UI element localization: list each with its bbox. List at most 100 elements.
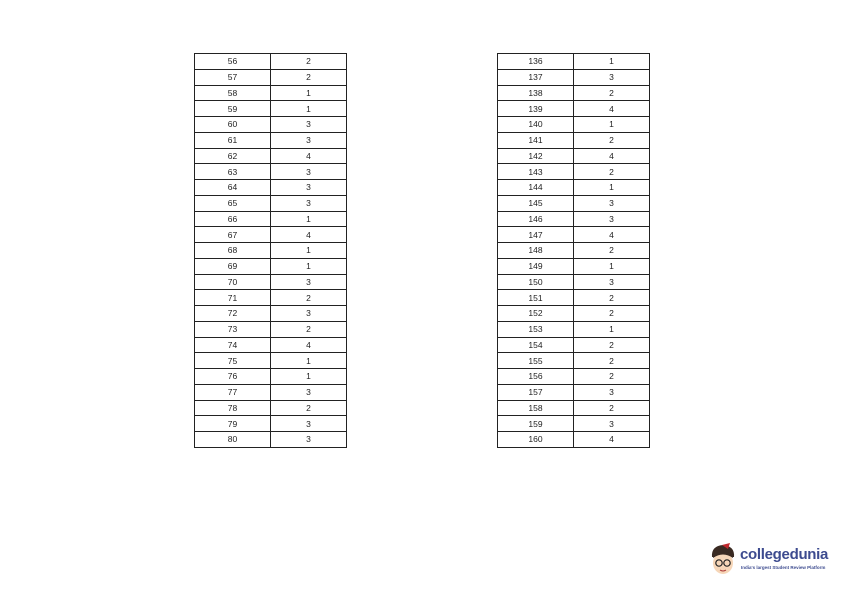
question-number-cell: 64: [194, 179, 271, 196]
answer-key-table-left: 56 2 57 2 58 1 59 1 60 3 61 3 62 4 63 3 64 3 65 3 66 1 67 4 68 1 6…: [194, 53, 347, 448]
answer-cell: 1: [573, 179, 650, 196]
answer-cell: 2: [573, 131, 650, 149]
question-number-cell: 160: [497, 431, 574, 448]
table-row: 56 2: [194, 53, 347, 70]
question-number-cell: 62: [194, 147, 271, 165]
question-number-cell: 155: [497, 352, 574, 369]
question-number-cell: 149: [497, 257, 574, 275]
answer-cell: 2: [573, 352, 650, 369]
collegedunia-logo: collegedunia India's largest Student Rev…: [708, 543, 836, 579]
answer-cell: 1: [270, 84, 347, 102]
question-number-cell: 150: [497, 273, 574, 291]
question-number-cell: 59: [194, 100, 271, 117]
table-row: 142 4: [497, 147, 650, 165]
question-number-cell: 57: [194, 68, 271, 86]
question-number-cell: 60: [194, 116, 271, 133]
answer-cell: 2: [573, 84, 650, 102]
answer-cell: 3: [573, 68, 650, 86]
question-number-cell: 80: [194, 431, 271, 448]
answer-key-table-right: 136 1 137 3 138 2 139 4 140 1 141 2 142 4 143 2 144 1 145 3…: [497, 53, 650, 448]
answer-cell: 2: [573, 163, 650, 180]
answer-cell: 1: [573, 320, 650, 338]
table-row: 75 1: [194, 352, 347, 369]
table-row: 150 3: [497, 273, 650, 291]
table-row: 139 4: [497, 100, 650, 117]
question-number-cell: 61: [194, 131, 271, 149]
question-number-cell: 158: [497, 399, 574, 417]
question-number-cell: 159: [497, 415, 574, 432]
answer-cell: 4: [573, 100, 650, 117]
table-row: 57 2: [194, 68, 347, 86]
question-number-cell: 79: [194, 415, 271, 432]
question-number-cell: 154: [497, 336, 574, 354]
question-number-cell: 78: [194, 399, 271, 417]
question-number-cell: 76: [194, 368, 271, 385]
table-row: 144 1: [497, 179, 650, 196]
question-number-cell: 136: [497, 53, 574, 70]
table-row: 145 3: [497, 194, 650, 212]
table-row: 62 4: [194, 147, 347, 165]
table-row: 69 1: [194, 257, 347, 275]
question-number-cell: 145: [497, 194, 574, 212]
question-number-cell: 137: [497, 68, 574, 86]
answer-cell: 1: [573, 257, 650, 275]
logo-tagline: India's largest Student Review Platform: [741, 565, 826, 570]
answer-cell: 2: [573, 336, 650, 354]
table-row: 76 1: [194, 368, 347, 385]
answer-cell: 4: [270, 147, 347, 165]
answer-cell: 3: [270, 131, 347, 149]
table-row: 158 2: [497, 399, 650, 417]
table-row: 65 3: [194, 194, 347, 212]
table-row: 73 2: [194, 320, 347, 338]
answer-cell: 2: [270, 399, 347, 417]
question-number-cell: 156: [497, 368, 574, 385]
table-row: 155 2: [497, 352, 650, 369]
table-row: 140 1: [497, 116, 650, 133]
answer-cell: 3: [270, 163, 347, 180]
table-row: 59 1: [194, 100, 347, 117]
table-row: 149 1: [497, 257, 650, 275]
table-row: 147 4: [497, 226, 650, 243]
answer-cell: 4: [573, 147, 650, 165]
table-row: 63 3: [194, 163, 347, 180]
table-row: 66 1: [194, 210, 347, 228]
question-number-cell: 139: [497, 100, 574, 117]
answer-cell: 1: [270, 100, 347, 117]
question-number-cell: 63: [194, 163, 271, 180]
question-number-cell: 66: [194, 210, 271, 228]
answer-cell: 2: [270, 289, 347, 306]
table-row: 153 1: [497, 320, 650, 338]
table-row: 68 1: [194, 242, 347, 259]
table-row: 74 4: [194, 336, 347, 354]
question-number-cell: 71: [194, 289, 271, 306]
answer-cell: 1: [270, 210, 347, 228]
answer-cell: 3: [270, 179, 347, 196]
mascot-icon: [711, 543, 735, 574]
question-number-cell: 67: [194, 226, 271, 243]
question-number-cell: 140: [497, 116, 574, 133]
table-row: 141 2: [497, 131, 650, 149]
answer-cell: 3: [573, 210, 650, 228]
table-row: 78 2: [194, 399, 347, 417]
answer-cell: 3: [270, 431, 347, 448]
table-row: 143 2: [497, 163, 650, 180]
question-number-cell: 157: [497, 383, 574, 401]
answer-cell: 3: [573, 415, 650, 432]
table-row: 157 3: [497, 383, 650, 401]
answer-cell: 3: [270, 194, 347, 212]
table-row: 79 3: [194, 415, 347, 432]
question-number-cell: 147: [497, 226, 574, 243]
table-row: 151 2: [497, 289, 650, 306]
answer-cell: 3: [573, 273, 650, 291]
answer-cell: 3: [270, 305, 347, 322]
table-row: 154 2: [497, 336, 650, 354]
answer-cell: 2: [270, 53, 347, 70]
question-number-cell: 138: [497, 84, 574, 102]
answer-cell: 3: [573, 194, 650, 212]
question-number-cell: 152: [497, 305, 574, 322]
answer-cell: 3: [573, 383, 650, 401]
question-number-cell: 141: [497, 131, 574, 149]
answer-cell: 4: [573, 226, 650, 243]
answer-cell: 3: [270, 116, 347, 133]
question-number-cell: 151: [497, 289, 574, 306]
